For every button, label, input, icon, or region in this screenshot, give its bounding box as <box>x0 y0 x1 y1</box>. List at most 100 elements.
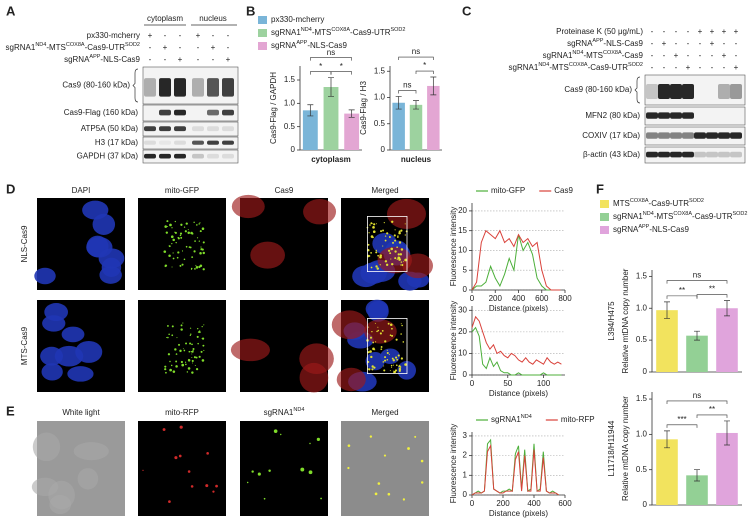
text-part: px330-mcherry <box>271 15 324 24</box>
puncta <box>393 370 395 372</box>
puncta <box>199 230 202 233</box>
blot-band <box>144 153 156 159</box>
blot-band <box>670 112 682 119</box>
puncta <box>191 353 193 355</box>
puncta <box>371 365 374 368</box>
puncta <box>390 364 393 367</box>
error-bar <box>694 330 700 341</box>
text-part: mito-RFP <box>165 408 199 417</box>
condition-mark: + <box>226 55 231 64</box>
condition-label: sgRNA1ND4-MTSCOX8A-Cas9-UTRSOD2 <box>6 42 140 52</box>
puncta <box>178 454 182 458</box>
x-tick-label: 600 <box>535 294 549 303</box>
condition-mark: - <box>663 63 666 72</box>
puncta <box>187 229 189 231</box>
puncta <box>379 332 382 335</box>
blot-band <box>207 153 219 159</box>
puncta <box>398 230 401 233</box>
x-axis-label: nucleus <box>401 155 432 164</box>
puncta <box>203 324 205 326</box>
puncta <box>390 258 392 260</box>
text-part: SOD2 <box>732 211 747 217</box>
panel-letter: A <box>6 3 16 18</box>
cell <box>82 200 109 220</box>
text-part: -MTS <box>312 28 332 37</box>
condition-mark: - <box>723 63 726 72</box>
puncta <box>181 363 185 367</box>
puncta <box>198 240 200 242</box>
puncta <box>308 470 313 475</box>
cell <box>61 326 85 343</box>
puncta <box>398 367 402 371</box>
puncta <box>200 246 202 248</box>
text-part: APP <box>296 40 307 46</box>
text-part: COX8A <box>673 211 692 217</box>
puncta <box>392 364 394 366</box>
x-tick-label: 600 <box>558 499 572 508</box>
puncta <box>394 229 396 231</box>
puncta <box>177 236 180 239</box>
x-tick-label: 50 <box>503 379 512 388</box>
puncta <box>263 497 266 500</box>
puncta <box>188 360 190 362</box>
puncta <box>268 469 271 473</box>
puncta <box>180 360 184 364</box>
blot-band <box>646 112 658 119</box>
y-tick-label: 5 <box>463 265 468 274</box>
text-part: sgRNA1 <box>509 63 539 72</box>
micrograph-content <box>142 425 218 503</box>
blot-band <box>658 112 670 119</box>
puncta <box>197 342 199 345</box>
condition-mark: + <box>722 51 727 60</box>
puncta <box>180 324 183 327</box>
y-tick-label: 0.5 <box>636 465 648 474</box>
condition-mark: - <box>663 51 666 60</box>
legend-label: sgRNA1ND4-MTSCOX8A-Cas9-UTRSOD2 <box>613 211 747 221</box>
text-part: sgRNA <box>567 39 593 48</box>
error-bar <box>664 430 670 449</box>
puncta <box>386 351 389 355</box>
puncta <box>172 257 175 260</box>
cell <box>32 432 61 462</box>
puncta <box>190 485 194 488</box>
puncta <box>202 268 205 271</box>
puncta <box>172 370 176 373</box>
puncta <box>370 266 373 269</box>
cell <box>40 346 64 366</box>
puncta <box>383 369 386 372</box>
blot-label: COXIV (17 kDa) <box>582 131 640 140</box>
y-tick-label: 0.5 <box>284 122 296 131</box>
puncta <box>185 363 187 366</box>
cell <box>386 198 426 229</box>
condition-mark: - <box>687 39 690 48</box>
puncta <box>167 353 171 356</box>
error-bar <box>395 96 402 110</box>
puncta <box>320 497 322 500</box>
puncta <box>197 327 199 330</box>
blot-band <box>174 153 186 159</box>
puncta <box>370 355 373 359</box>
significance-label: ns <box>693 271 701 280</box>
blot-band <box>718 132 730 139</box>
puncta <box>375 251 378 254</box>
condition-mark: - <box>651 39 654 48</box>
puncta <box>195 367 199 371</box>
cell <box>41 363 63 381</box>
puncta <box>177 251 180 254</box>
puncta <box>397 354 400 357</box>
puncta <box>191 357 193 358</box>
blot-band <box>646 151 658 158</box>
y-tick-label: 2 <box>463 451 468 460</box>
puncta <box>200 350 203 353</box>
puncta <box>181 263 184 266</box>
blot-frame <box>644 106 746 126</box>
x-tick-label: 100 <box>537 379 551 388</box>
text-part: Merged <box>371 408 398 417</box>
blot-band <box>694 151 706 158</box>
puncta <box>191 350 194 353</box>
puncta <box>402 260 404 262</box>
condition-mark: - <box>651 63 654 72</box>
x-tick-label: 800 <box>558 294 572 303</box>
puncta <box>201 326 203 328</box>
blot-band <box>718 151 730 158</box>
